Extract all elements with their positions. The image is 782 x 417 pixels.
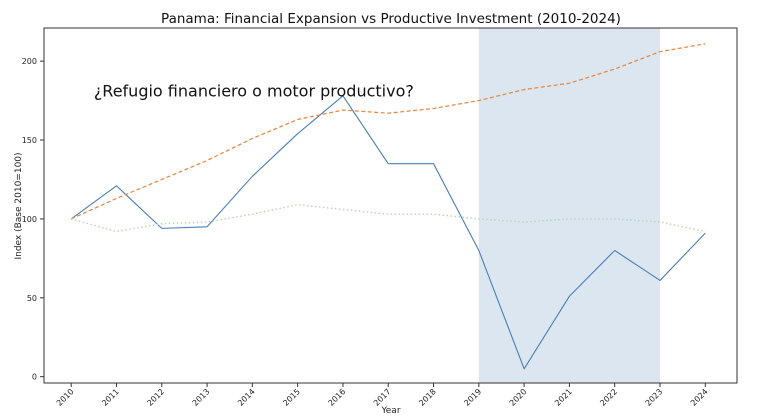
x-tick-label: 2023: [644, 387, 665, 408]
x-tick-label: 2022: [598, 387, 619, 408]
x-tick-label: 2011: [100, 387, 121, 408]
y-tick-label: 0: [32, 373, 37, 382]
shaded-period-band: [478, 28, 660, 383]
x-tick-label: 2020: [508, 387, 529, 408]
x-tick-label: 2010: [55, 387, 76, 408]
x-tick-label: 2014: [236, 387, 257, 408]
series-layer: [70, 43, 706, 370]
y-tick-label: 150: [22, 136, 37, 145]
y-tick-label: 200: [22, 57, 37, 66]
x-axis: 2010 2011 2012 2013 2014 2015 2016 2017 2018 2019…: [55, 383, 710, 408]
x-axis-label: Year: [380, 406, 400, 416]
y-axis: 0 50 100 150 200: [22, 57, 44, 382]
x-tick-label: 2024: [689, 387, 710, 408]
y-axis-label: Index (Base 2010=100): [14, 152, 24, 259]
x-tick-label: 2015: [281, 387, 302, 408]
y-tick-label: 50: [27, 294, 37, 303]
series-line-1-solid: [70, 95, 706, 370]
series-line-3-dotted: [70, 204, 706, 233]
chart-annotation: ¿Refugio financiero o motor productivo?: [94, 82, 414, 101]
x-tick-label: 2013: [191, 387, 212, 408]
chart-title: Panama: Financial Expansion vs Productiv…: [161, 11, 621, 27]
x-tick-label: 2018: [417, 387, 438, 408]
series-line-2-dashed: [70, 43, 706, 220]
x-tick-label: 2019: [462, 387, 483, 408]
plot-frame: [43, 27, 738, 384]
x-tick-label: 2012: [145, 387, 166, 408]
x-tick-label: 2021: [553, 387, 574, 408]
x-tick-label: 2017: [372, 387, 393, 408]
y-tick-label: 100: [22, 215, 37, 224]
x-tick-label: 2016: [327, 387, 348, 408]
